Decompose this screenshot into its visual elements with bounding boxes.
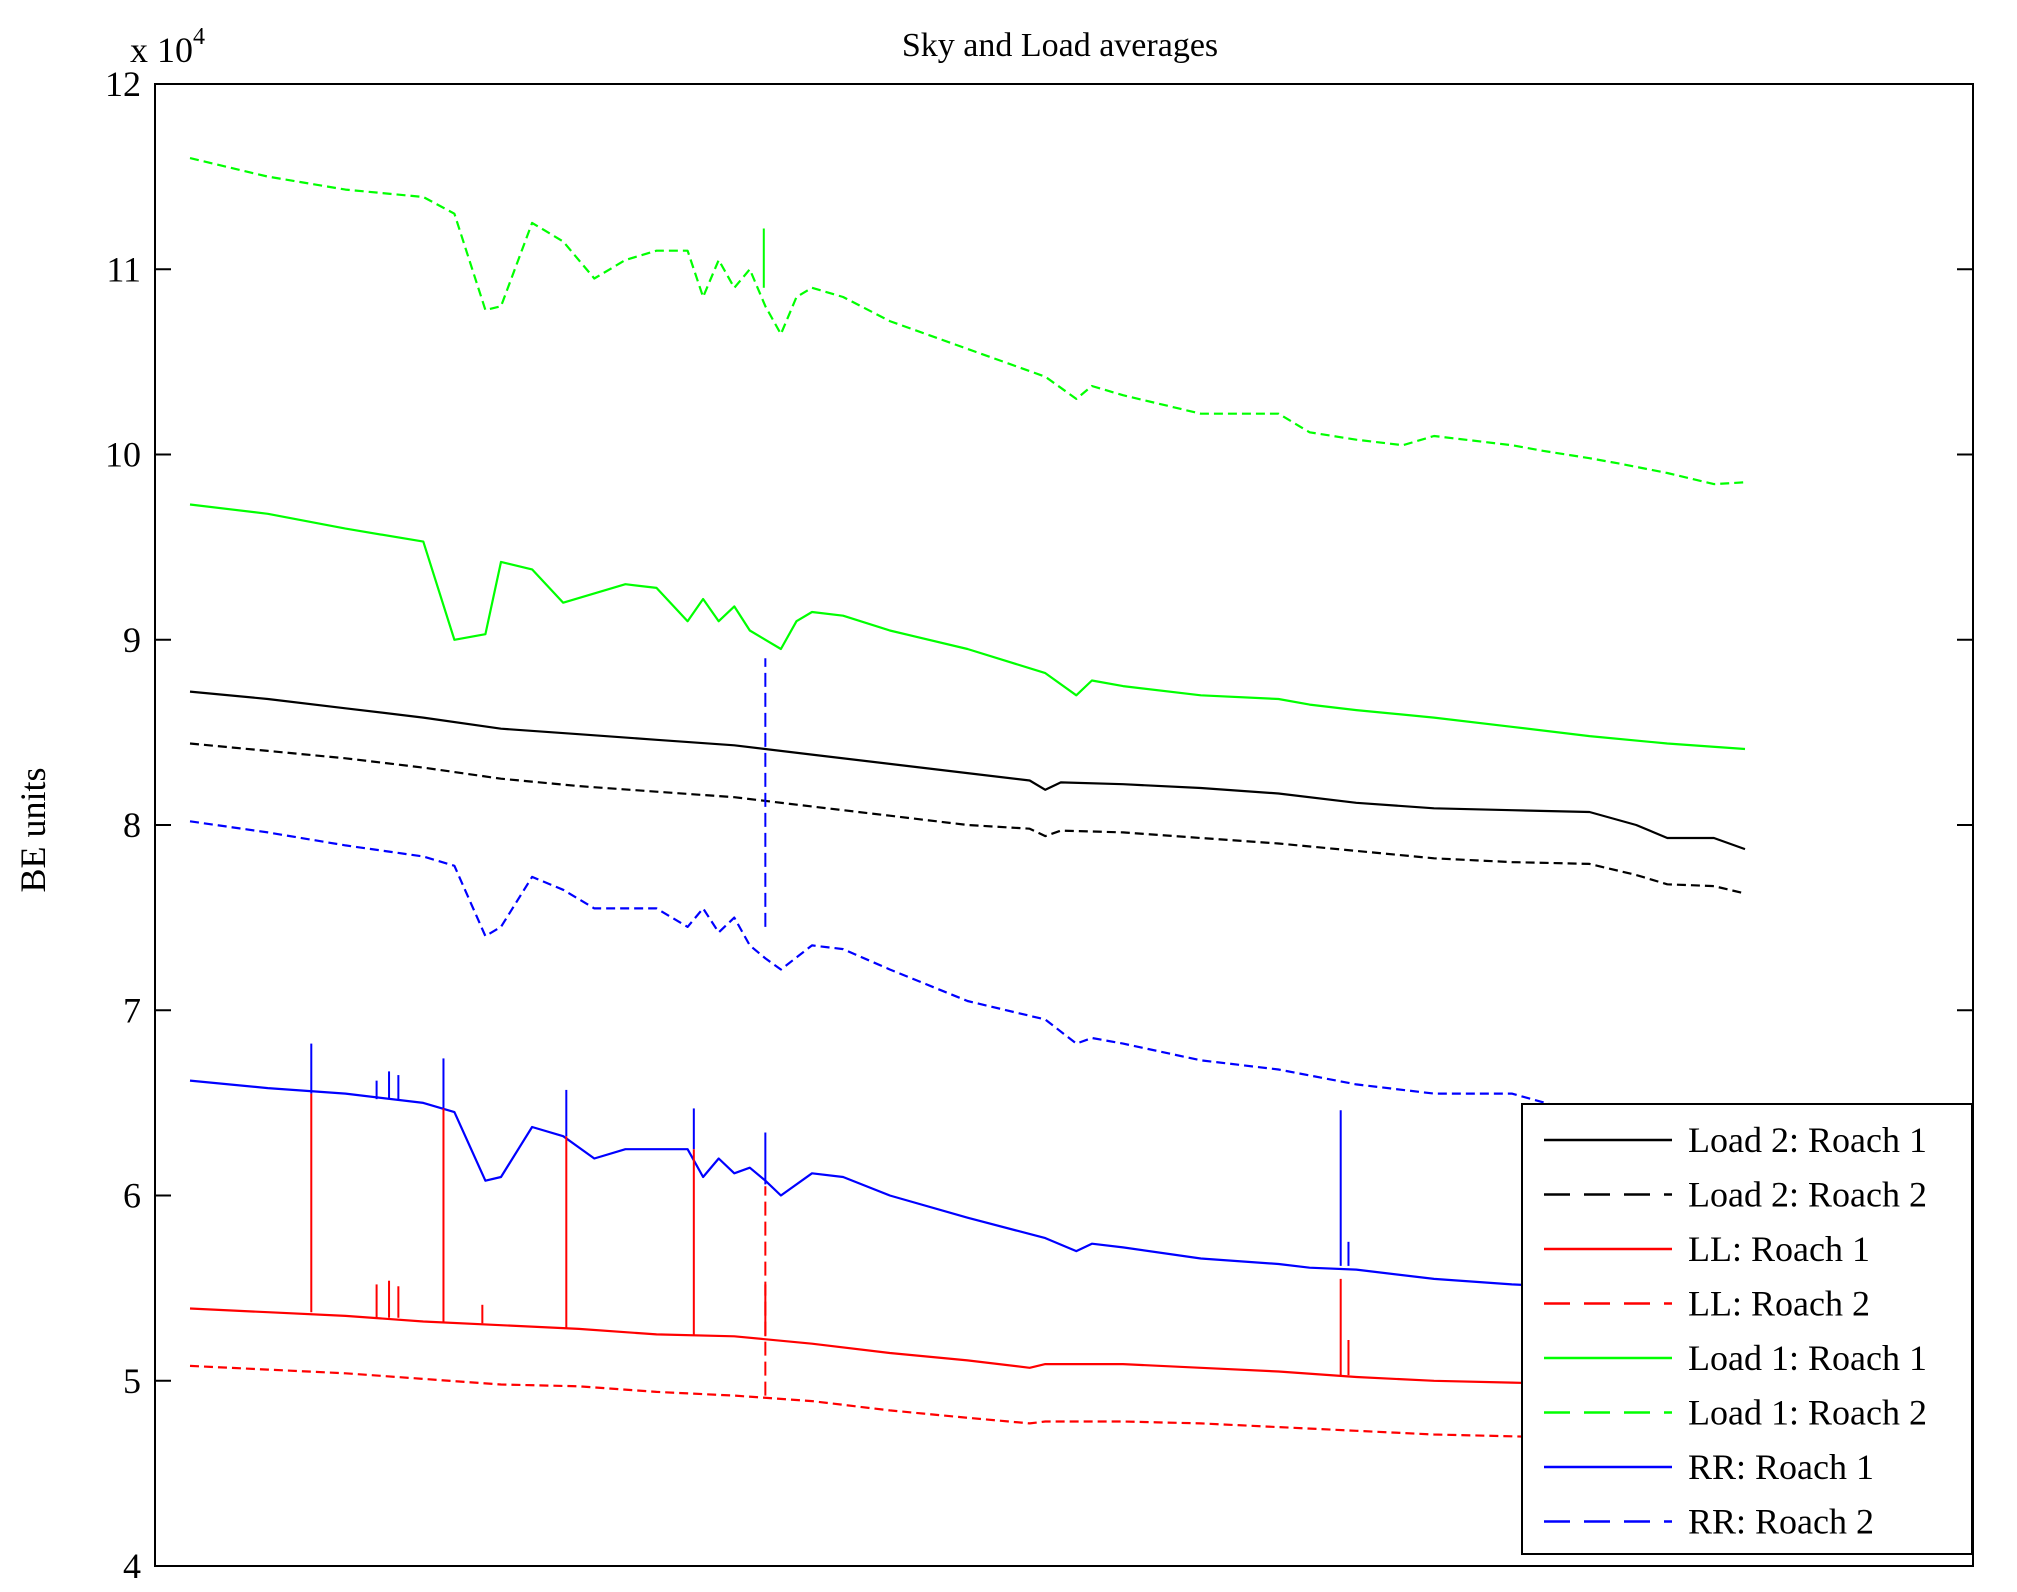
legend-label-load-1-roach-1: Load 1: Roach 1 bbox=[1688, 1338, 1927, 1378]
legend-label-rr-roach-2: RR: Roach 2 bbox=[1688, 1502, 1874, 1542]
y-scale-exponent: 4 bbox=[193, 24, 205, 50]
series-line-rr-roach-1 bbox=[189, 1079, 1746, 1299]
y-tick-label: 5 bbox=[123, 1361, 141, 1401]
y-tick-label: 11 bbox=[106, 249, 141, 289]
legend-label-load-2-roach-1: Load 2: Roach 1 bbox=[1688, 1120, 1927, 1160]
legend-label-ll-roach-1: LL: Roach 1 bbox=[1688, 1229, 1870, 1269]
spike-layer bbox=[310, 228, 1350, 1396]
y-scale-base: x 10 bbox=[130, 30, 193, 70]
series-line-load-1-roach-2 bbox=[189, 157, 1746, 486]
series-line-load-1-roach-1 bbox=[189, 503, 1746, 751]
series-line-ll-roach-1 bbox=[189, 1307, 1746, 1392]
y-axis: 4 5 6 7 8 9 10 11 12 bbox=[105, 64, 1973, 1586]
y-tick-label: 7 bbox=[123, 990, 141, 1030]
y-tick-label: 10 bbox=[105, 435, 141, 475]
legend-label-load-2-roach-2: Load 2: Roach 2 bbox=[1688, 1175, 1927, 1215]
series-line-load-2-roach-2 bbox=[189, 742, 1746, 895]
y-tick-label: 6 bbox=[123, 1176, 141, 1216]
legend-label-rr-roach-1: RR: Roach 1 bbox=[1688, 1447, 1874, 1487]
series-line-rr-roach-2 bbox=[189, 820, 1746, 1127]
legend-box bbox=[1521, 1103, 1973, 1555]
y-scale-label: x 104 bbox=[130, 24, 205, 70]
y-axis-label: BE units bbox=[13, 767, 53, 892]
series-layer bbox=[189, 157, 1746, 1445]
legend: Load 2: Roach 1 Load 2: Roach 2 LL: Roach … bbox=[1521, 1103, 1973, 1555]
y-tick-label: 8 bbox=[123, 805, 141, 845]
y-tick-label: 9 bbox=[123, 620, 141, 660]
y-tick-label: 4 bbox=[123, 1546, 141, 1586]
y-tick-label: 12 bbox=[105, 64, 141, 104]
legend-label-ll-roach-2: LL: Roach 2 bbox=[1688, 1284, 1870, 1324]
legend-label-load-1-roach-2: Load 1: Roach 2 bbox=[1688, 1393, 1927, 1433]
series-line-ll-roach-2 bbox=[189, 1364, 1746, 1445]
series-line-load-2-roach-1 bbox=[189, 690, 1746, 851]
chart-title: Sky and Load averages bbox=[902, 27, 1218, 64]
